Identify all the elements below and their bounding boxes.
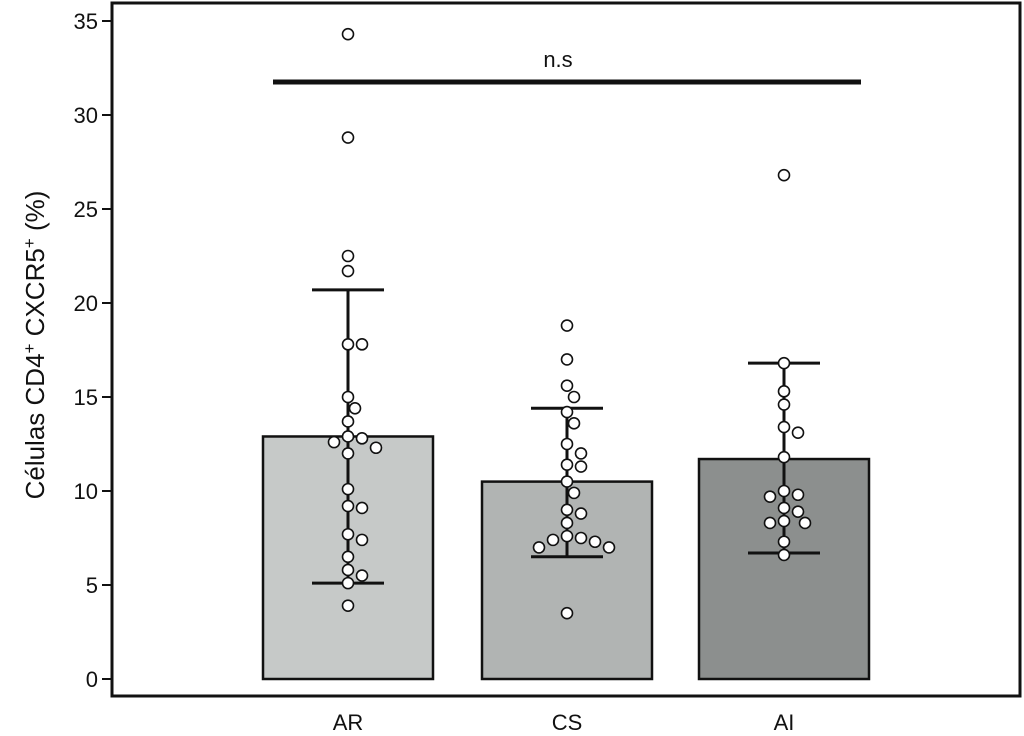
data-point (560, 529, 574, 543)
data-point (777, 398, 791, 411)
data-point (560, 319, 574, 332)
data-point (777, 484, 791, 498)
data-point (791, 505, 805, 518)
data-point (574, 531, 588, 545)
data-point (777, 356, 791, 370)
data-point (348, 401, 362, 415)
category-label: AR (333, 710, 364, 735)
data-point (341, 415, 355, 428)
data-point (567, 390, 581, 404)
data-point (341, 264, 355, 278)
data-point (560, 353, 574, 366)
data-point (560, 405, 574, 419)
data-point (560, 458, 574, 471)
y-tick-label: 5 (86, 573, 98, 598)
data-point (763, 490, 777, 503)
data-point (355, 569, 369, 582)
category-label: AI (774, 710, 795, 735)
data-point (574, 460, 588, 473)
data-point (560, 379, 574, 393)
data-point (355, 432, 369, 445)
y-axis: 0 5 10 15 20 25 30 35 (74, 9, 112, 692)
data-point (602, 541, 616, 554)
y-tick-label: 20 (74, 291, 98, 316)
data-point (532, 541, 546, 554)
data-point (341, 527, 355, 541)
y-axis-title-tail: (%) (20, 191, 50, 239)
data-point (341, 499, 355, 513)
data-point (341, 563, 355, 577)
significance-label: n.s (543, 47, 572, 72)
y-tick-label: 0 (86, 667, 98, 692)
data-point (369, 441, 383, 455)
data-point (777, 514, 791, 528)
data-point (341, 550, 355, 564)
data-point (574, 447, 588, 460)
data-point (777, 420, 791, 434)
plot-frame (110, 1, 1022, 698)
y-axis-title-mid: CXCR5 (20, 248, 50, 343)
y-axis-title: Células CD4+ CXCR5+ (%) (20, 191, 51, 500)
data-point (798, 516, 812, 530)
data-point (327, 435, 341, 449)
data-point (567, 486, 581, 500)
y-axis-title-sup1: + (20, 343, 39, 353)
data-point (341, 482, 355, 496)
data-point (777, 168, 791, 182)
y-tick-label: 10 (74, 479, 98, 504)
y-axis-title-sup2: + (20, 238, 39, 248)
data-point (791, 426, 805, 440)
y-tick-label: 35 (74, 9, 98, 34)
data-point (341, 249, 355, 263)
data-point (341, 390, 355, 404)
data-point (355, 338, 369, 351)
data-point (588, 535, 602, 549)
data-point (777, 535, 791, 549)
data-point (777, 450, 791, 464)
data-point (763, 516, 777, 530)
data-point (341, 447, 355, 460)
data-point (560, 606, 574, 620)
data-point (574, 507, 588, 520)
data-point (560, 437, 574, 451)
data-point (560, 475, 574, 488)
y-tick-label: 15 (74, 385, 98, 410)
y-axis-title-main: Células CD4 (20, 353, 50, 499)
data-point (341, 338, 355, 351)
data-point (341, 576, 355, 590)
data-point (567, 417, 581, 430)
x-axis-labels: AR CS AI (333, 710, 795, 735)
data-point (355, 533, 369, 547)
y-tick-label: 30 (74, 103, 98, 128)
data-point (546, 533, 560, 547)
data-point (355, 501, 369, 515)
data-point (777, 501, 791, 515)
data-point (777, 385, 791, 398)
category-label: CS (552, 710, 583, 735)
data-points (327, 27, 812, 620)
data-point (341, 599, 355, 612)
data-point (341, 131, 355, 144)
data-point (560, 503, 574, 517)
data-point (777, 548, 791, 562)
data-point (341, 27, 355, 41)
data-point (791, 488, 805, 502)
data-point (341, 430, 355, 443)
data-point (560, 516, 574, 530)
y-tick-label: 25 (74, 197, 98, 222)
